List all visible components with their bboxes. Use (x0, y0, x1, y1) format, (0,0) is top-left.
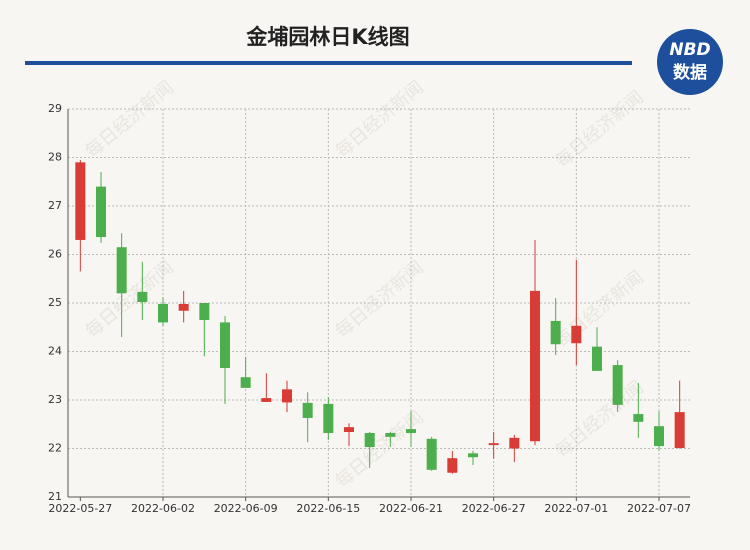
candle-body (385, 432, 396, 437)
y-tick-label: 25 (48, 296, 62, 309)
candle-body (75, 162, 86, 240)
x-tick-label: 2022-05-27 (48, 502, 112, 515)
candle-body (571, 325, 582, 344)
x-tick-label: 2022-07-07 (627, 502, 691, 515)
candle-body (158, 303, 168, 323)
x-tick-label: 2022-06-09 (214, 502, 278, 515)
x-tick-label: 2022-07-01 (544, 502, 608, 515)
watermark: 每日经济新闻 (332, 407, 428, 493)
y-tick-label: 26 (48, 248, 62, 261)
y-tick-label: 22 (48, 442, 62, 455)
candle-body (323, 403, 334, 433)
candle-body (468, 453, 478, 458)
candle-body (240, 377, 251, 388)
logo-top: NBD (669, 40, 710, 60)
watermark: 每日经济新闻 (332, 77, 428, 163)
candle-body (612, 365, 623, 405)
y-tick-label: 28 (48, 151, 62, 164)
candle-body (199, 303, 210, 320)
candle-body (364, 432, 375, 448)
candle-body (592, 346, 602, 371)
x-tick-label: 2022-06-27 (462, 502, 526, 515)
x-tick-label: 2022-06-15 (296, 502, 360, 515)
y-tick-label: 21 (48, 490, 62, 503)
logo (657, 29, 723, 95)
candle-body (282, 389, 292, 403)
candle-body (674, 412, 685, 449)
title-underline (25, 61, 632, 65)
candle-body (406, 429, 416, 433)
x-tick-label: 2022-06-21 (379, 502, 443, 515)
candle-body (447, 458, 458, 473)
candle-body (488, 443, 499, 446)
candle-body (633, 414, 644, 422)
watermark: 每日经济新闻 (552, 87, 648, 173)
candle-body (654, 426, 664, 447)
x-tick-label: 2022-06-02 (131, 502, 195, 515)
y-tick-label: 24 (48, 345, 62, 358)
logo-bottom: 数据 (673, 62, 707, 83)
candle-body (530, 290, 540, 442)
watermark: 每日经济新闻 (552, 267, 648, 353)
candle-body (302, 402, 313, 418)
candle-body (261, 398, 272, 402)
candle-body (178, 303, 189, 311)
candle-body (137, 291, 148, 303)
candle-body (509, 437, 520, 449)
candle-body (426, 438, 437, 470)
y-tick-label: 23 (48, 393, 62, 406)
candle-body (344, 427, 354, 433)
chart-title: 金埔园林日K线图 (245, 25, 409, 49)
watermark: 每日经济新闻 (332, 257, 428, 343)
y-tick-label: 29 (48, 102, 62, 115)
candle-body (220, 322, 230, 368)
candle-body (116, 247, 127, 294)
candle-body (550, 320, 561, 345)
y-tick-label: 27 (48, 199, 62, 212)
candle-body (96, 186, 106, 238)
